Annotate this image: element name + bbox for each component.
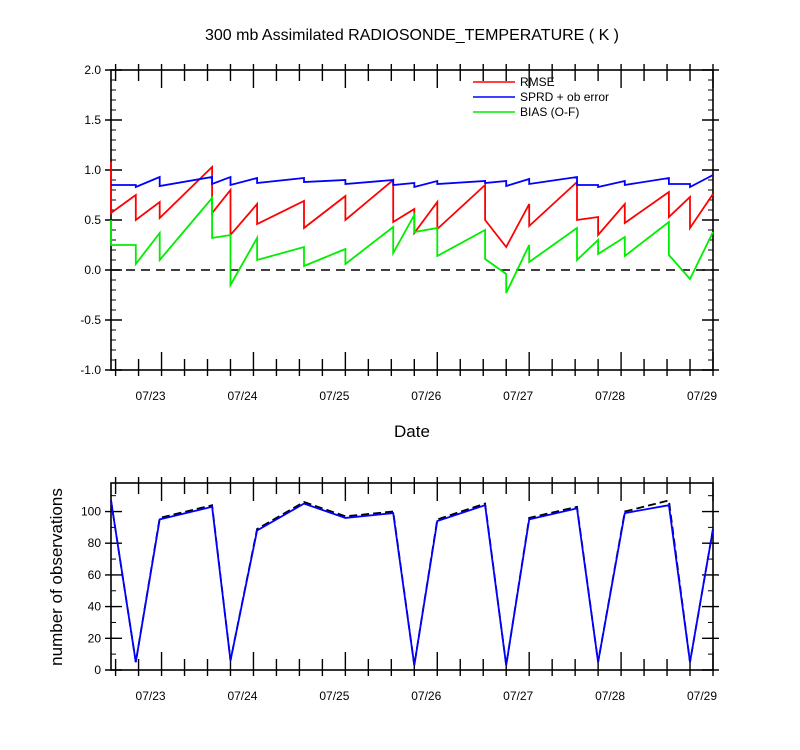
y-axis-label-observations: number of observations [47,488,66,666]
y-tick-label: 40 [88,600,102,614]
legend-label-sprd: SPRD + ob error [520,90,609,104]
series-line-rmse [110,162,714,249]
y-tick-label: 0.0 [84,263,101,277]
x-tick-label: 07/27 [503,389,533,403]
x-tick-label: 07/23 [136,389,166,403]
x-tick-label: 07/26 [411,389,441,403]
x-tick-label: 07/28 [595,389,625,403]
observation-count-plot: 0 20 40 60 80 100 07/23 07/24 07/25 07/26 07/27 07/… [81,477,719,703]
y-tick-label: 20 [88,631,102,645]
legend-label-rmse: RMSE [520,75,555,89]
y-tick-label: 2.0 [84,63,101,77]
series-line-solid-1 [110,500,714,666]
x-tick-label: 07/25 [319,389,349,403]
y-tick-label: 1.5 [84,113,101,127]
x-tick-label: 07/24 [227,389,257,403]
series-line-bias-o-f [110,195,714,294]
y-tick-label: -0.5 [80,313,101,327]
y-tick-label: 80 [88,536,102,550]
x-tick-label: 07/28 [595,689,625,703]
x-tick-label: 07/26 [411,689,441,703]
x-tick-label: 07/25 [319,689,349,703]
legend-label-bias: BIAS (O-F) [520,105,579,119]
x-axis-label: Date [394,422,430,441]
y-tick-label: 0 [94,663,101,677]
rmse-spread-bias-plot: -1.0 -0.5 0.0 0.5 1.0 1.5 2.0 07/23 07/24 07/25 07… [80,63,719,403]
x-tick-label: 07/27 [503,689,533,703]
y-tick-label: 60 [88,568,102,582]
x-tick-label: 07/29 [687,689,717,703]
y-tick-label: 1.0 [84,163,101,177]
plot-frame [110,482,714,671]
y-tick-label: 100 [81,505,101,519]
x-tick-label: 07/24 [227,689,257,703]
chart-title: 300 mb Assimilated RADIOSONDE_TEMPERATUR… [205,27,619,44]
legend: RMSE SPRD + ob error BIAS (O-F) [473,75,609,119]
y-tick-label: 0.5 [84,213,101,227]
y-tick-label: -1.0 [80,363,101,377]
series-line-sprd-ob-error [111,174,714,189]
x-tick-label: 07/29 [687,389,717,403]
x-tick-label: 07/23 [136,689,166,703]
